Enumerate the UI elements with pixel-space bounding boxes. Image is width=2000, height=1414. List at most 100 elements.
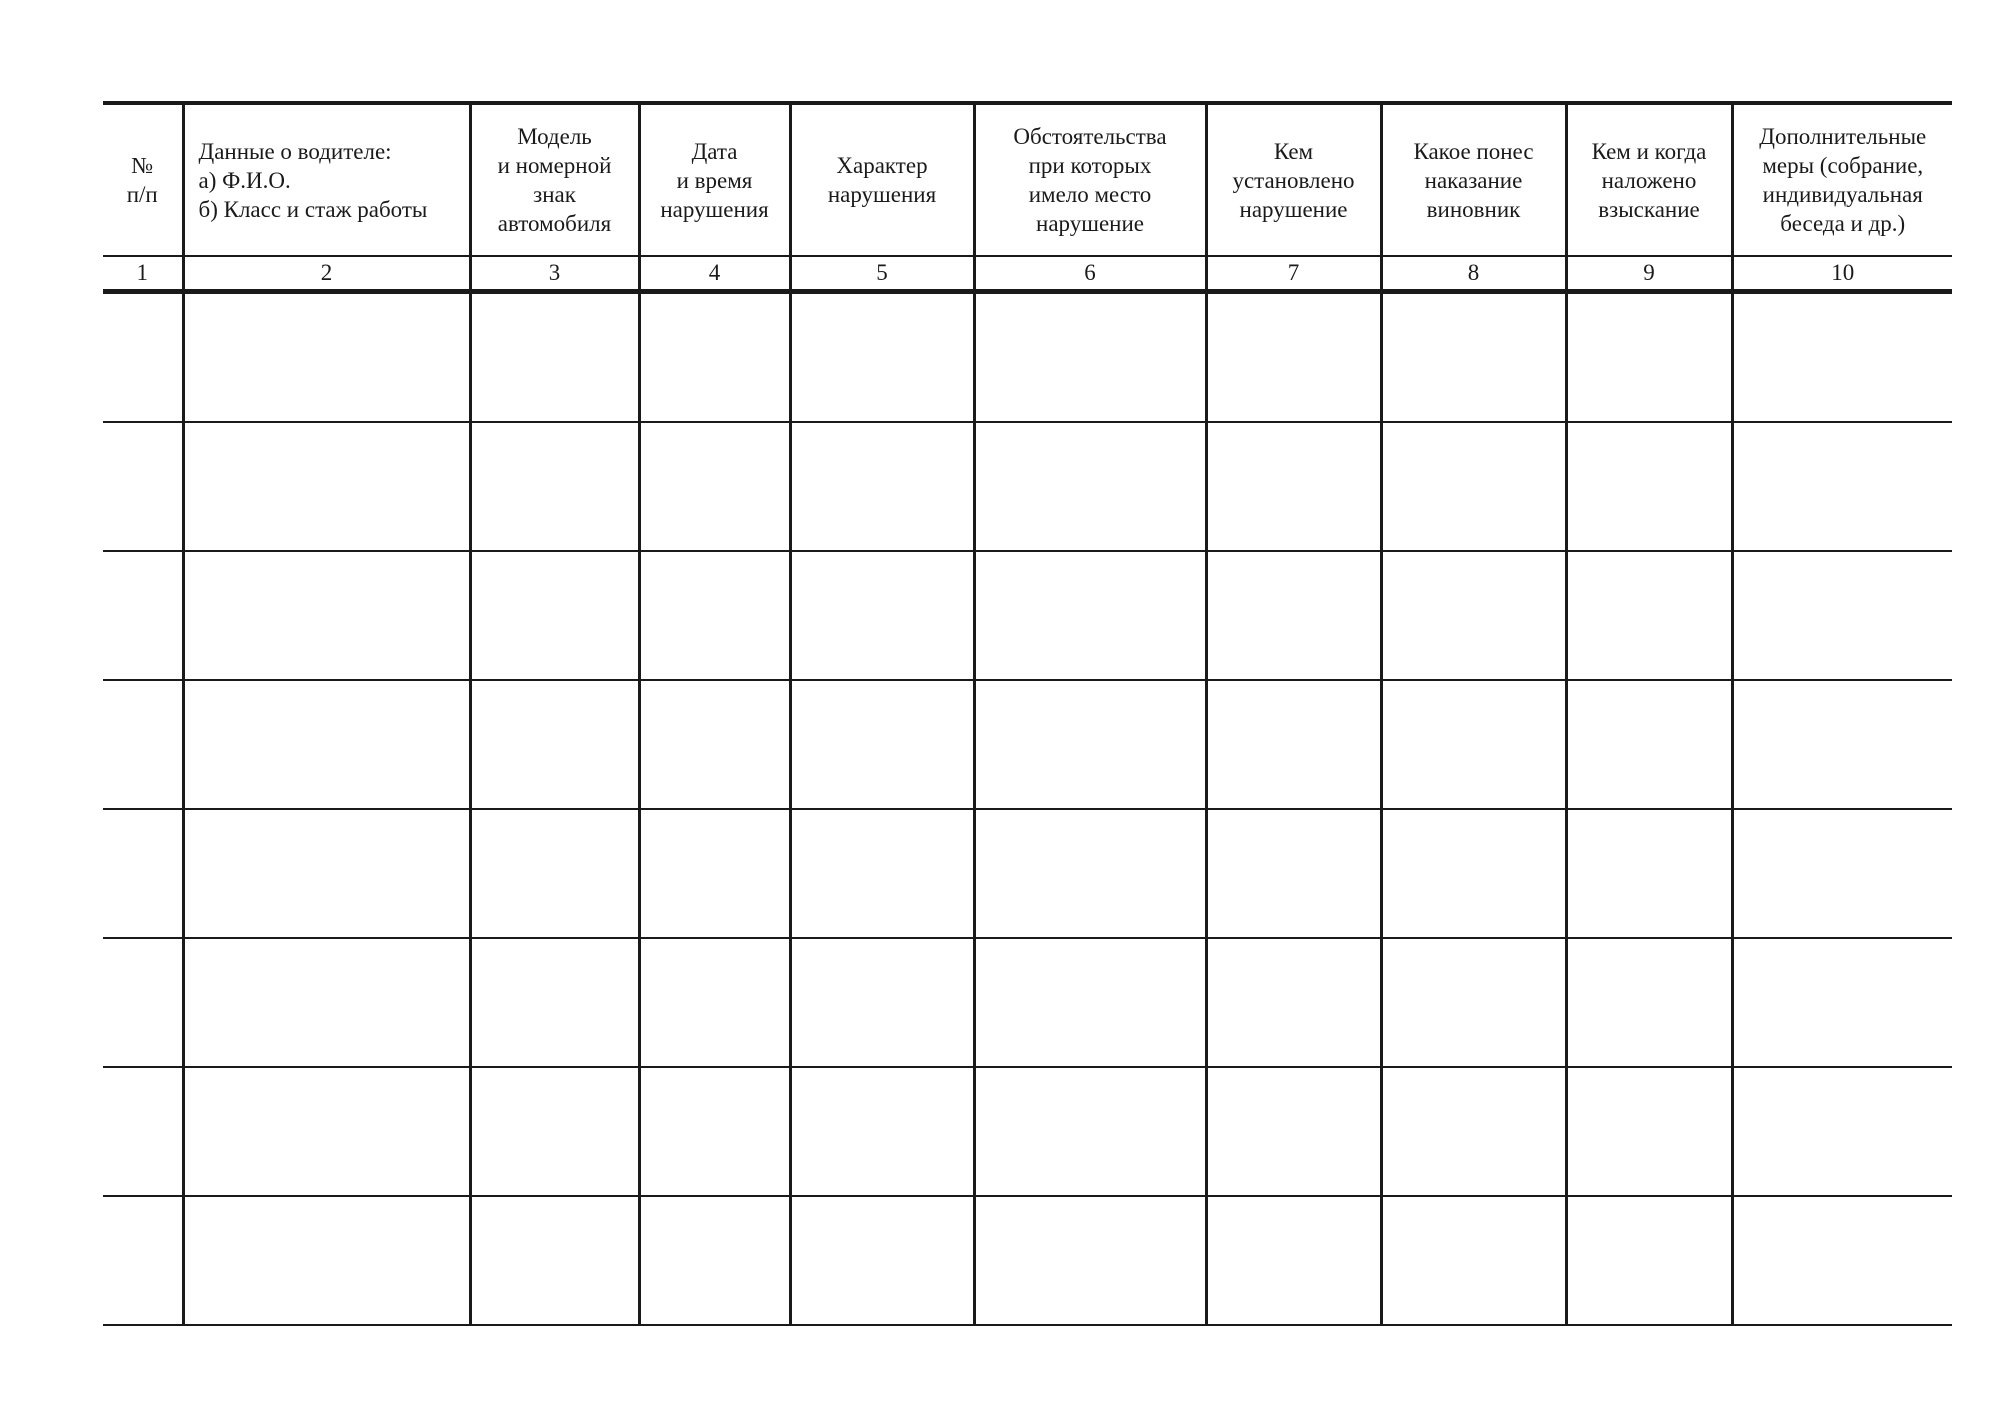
empty-cell[interactable] [1564,291,1732,423]
empty-cell[interactable] [1730,809,1952,939]
header-violation-type: Характер нарушения [788,101,974,257]
empty-cell[interactable] [181,938,470,1068]
empty-cell[interactable] [788,680,974,810]
empty-cell[interactable] [788,291,974,423]
empty-cell[interactable] [181,680,470,810]
empty-cell[interactable] [181,1067,470,1197]
empty-cell[interactable] [637,1067,790,1197]
empty-cell[interactable] [103,422,183,552]
empty-cell[interactable] [1204,1196,1381,1326]
column-number: 5 [788,256,974,294]
empty-cell[interactable] [468,551,639,681]
empty-cell[interactable] [468,422,639,552]
empty-cell[interactable] [637,809,790,939]
empty-cell[interactable] [972,809,1206,939]
header-date-time: Дата и время нарушения [637,101,790,257]
empty-cell[interactable] [972,551,1206,681]
header-additional-measures: Дополнительные меры (собрание, индивидуа… [1730,101,1952,257]
empty-cell[interactable] [972,1196,1206,1326]
empty-cell[interactable] [1730,422,1952,552]
header-row: № п/п Данные о водителе: а) Ф.И.О. б) Кл… [103,101,1952,257]
empty-cell[interactable] [181,1196,470,1326]
column-number: 3 [468,256,639,294]
empty-cell[interactable] [1204,422,1381,552]
column-number: 6 [972,256,1206,294]
empty-cell[interactable] [1564,551,1732,681]
table-row [103,680,1952,810]
empty-cell[interactable] [972,422,1206,552]
empty-cell[interactable] [637,938,790,1068]
empty-cell[interactable] [181,809,470,939]
empty-cell[interactable] [1204,938,1381,1068]
empty-cell[interactable] [1379,291,1566,423]
empty-cell[interactable] [103,809,183,939]
empty-cell[interactable] [972,291,1206,423]
empty-cell[interactable] [103,680,183,810]
empty-cell[interactable] [1379,680,1566,810]
empty-cell[interactable] [972,1067,1206,1197]
empty-cell[interactable] [1564,422,1732,552]
empty-cell[interactable] [181,551,470,681]
empty-cell[interactable] [972,938,1206,1068]
column-number: 2 [181,256,470,294]
empty-cell[interactable] [1564,1196,1732,1326]
empty-cell[interactable] [637,422,790,552]
empty-cell[interactable] [637,551,790,681]
table-row [103,422,1952,552]
empty-cell[interactable] [468,938,639,1068]
empty-cell[interactable] [1379,422,1566,552]
empty-cell[interactable] [103,938,183,1068]
empty-cell[interactable] [1730,551,1952,681]
column-number: 4 [637,256,790,294]
empty-cell[interactable] [1564,809,1732,939]
empty-cell[interactable] [1564,680,1732,810]
empty-cell[interactable] [788,809,974,939]
empty-cell[interactable] [1204,291,1381,423]
empty-cell[interactable] [103,1196,183,1326]
empty-cell[interactable] [1730,938,1952,1068]
empty-cell[interactable] [1564,938,1732,1068]
empty-cell[interactable] [1730,1067,1952,1197]
table-row [103,291,1952,423]
header-penalty: Какое понес наказание виновник [1379,101,1566,257]
column-number: 8 [1379,256,1566,294]
header-driver-data: Данные о водителе: а) Ф.И.О. б) Класс и … [181,101,470,257]
header-circumstances: Обстоятельства при которых имело место н… [972,101,1206,257]
empty-cell[interactable] [1204,809,1381,939]
empty-cell[interactable] [788,1067,974,1197]
empty-cell[interactable] [1379,809,1566,939]
empty-cell[interactable] [788,551,974,681]
empty-cell[interactable] [788,1196,974,1326]
empty-cell[interactable] [1379,551,1566,681]
empty-cell[interactable] [1564,1067,1732,1197]
empty-cell[interactable] [1379,1196,1566,1326]
empty-cell[interactable] [103,291,183,423]
empty-cell[interactable] [468,291,639,423]
empty-cell[interactable] [1730,680,1952,810]
column-number: 7 [1204,256,1381,294]
empty-cell[interactable] [103,551,183,681]
header-vehicle-model-plate: Модель и номерной знак автомобиля [468,101,639,257]
empty-cell[interactable] [1204,551,1381,681]
empty-cell[interactable] [637,1196,790,1326]
empty-cell[interactable] [468,1067,639,1197]
empty-cell[interactable] [1730,291,1952,423]
empty-cell[interactable] [637,291,790,423]
empty-cell[interactable] [1379,938,1566,1068]
empty-cell[interactable] [788,938,974,1068]
empty-cell[interactable] [1204,680,1381,810]
empty-cell[interactable] [468,1196,639,1326]
empty-cell[interactable] [1379,1067,1566,1197]
empty-cell[interactable] [181,422,470,552]
empty-cell[interactable] [181,291,470,423]
empty-cell[interactable] [637,680,790,810]
empty-cell[interactable] [103,1067,183,1197]
column-number: 1 [103,256,183,294]
empty-cell[interactable] [788,422,974,552]
table-row [103,1067,1952,1197]
empty-cell[interactable] [468,809,639,939]
empty-cell[interactable] [1730,1196,1952,1326]
empty-cell[interactable] [468,680,639,810]
empty-cell[interactable] [972,680,1206,810]
empty-cell[interactable] [1204,1067,1381,1197]
